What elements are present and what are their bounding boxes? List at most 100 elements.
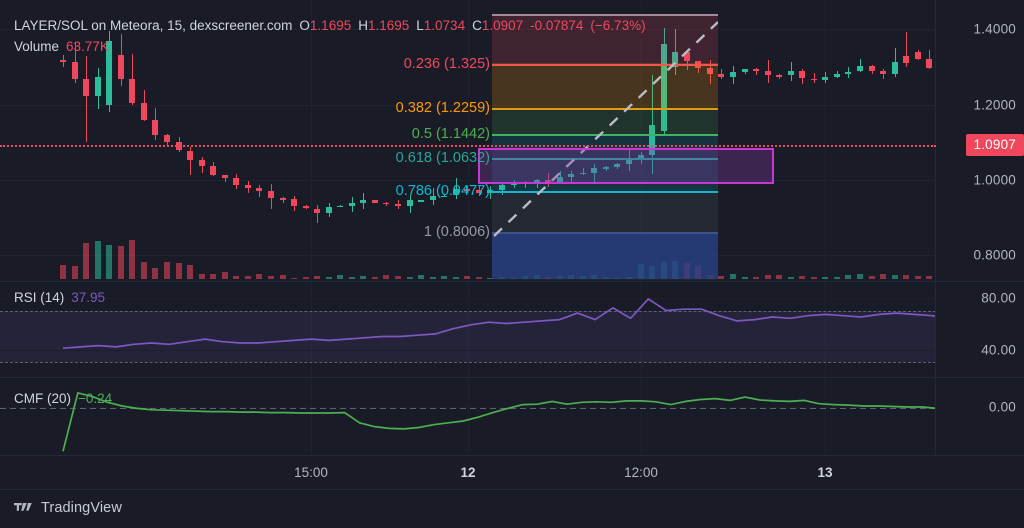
volume-bar (834, 277, 840, 279)
volume-bar (152, 268, 158, 279)
time-axis-label: 12 (460, 465, 475, 480)
candle-body (383, 203, 389, 205)
volume-bar (95, 241, 101, 279)
volume-bar (776, 275, 782, 279)
volume-bar (788, 277, 794, 279)
price-pane[interactable]: 0.236 (1.325)0.382 (1.2259)0.5 (1.1442)0… (0, 0, 1024, 281)
volume-bar (718, 276, 724, 279)
volume-bar (349, 277, 355, 279)
volume-bar (106, 245, 112, 279)
volume-bar (464, 276, 470, 279)
volume-bar (176, 263, 182, 279)
volume-bar (383, 275, 389, 279)
candle-body (95, 77, 101, 96)
candle-body (152, 120, 158, 135)
volume-bar (730, 274, 736, 279)
volume-bar (83, 243, 89, 279)
cmf-pane[interactable]: 0.00 (0, 377, 1024, 456)
tradingview-logo[interactable]: TradingView (14, 500, 122, 516)
time-gridline (825, 0, 826, 281)
candle-body (337, 206, 343, 208)
candle-body (129, 79, 135, 103)
candle-body (407, 200, 413, 206)
volume-bar (314, 276, 320, 279)
candle-body (811, 79, 817, 81)
candle-body (303, 206, 309, 208)
volume-bar (430, 277, 436, 279)
volume-bar (926, 276, 932, 279)
time-axis-label: 15:00 (294, 465, 328, 480)
candle-body (915, 52, 921, 59)
candle-body (83, 79, 89, 96)
volume-bar (326, 277, 332, 279)
volume-bar (476, 277, 482, 279)
ohlc-open-value: 1.1695 (310, 18, 351, 33)
price-axis-tick: 0.8000 (974, 248, 1017, 263)
volume-bar (892, 275, 898, 279)
candle-body (280, 198, 286, 200)
fib-label-0.786: 0.786 (0.9477) (396, 183, 490, 199)
volume-bar (291, 278, 297, 280)
volume-bar (453, 277, 459, 279)
volume-bar (742, 277, 748, 279)
main-legend[interactable]: LAYER/SOL on Meteora, 15, dexscreener.co… (14, 17, 646, 34)
candle-body (360, 200, 366, 203)
price-axis-tick: 1.2000 (974, 97, 1017, 112)
trend-line[interactable] (492, 14, 718, 280)
candle-body (765, 71, 771, 76)
ohlc-low-value: 1.0734 (424, 18, 465, 33)
cmf-legend[interactable]: CMF (20)−0.24 (14, 390, 112, 407)
series-line (0, 282, 936, 378)
volume-bar (360, 276, 366, 279)
candle-body (199, 160, 205, 166)
candle-body (268, 191, 274, 198)
volume-bar (407, 277, 413, 279)
cmf-label: CMF (20) (14, 391, 71, 406)
fib-label-0.236: 0.236 (1.325) (404, 56, 490, 72)
fib-label-1: 1 (0.8006) (424, 224, 490, 240)
candle-body (845, 72, 851, 75)
ohlc-close-key: C (472, 18, 482, 33)
candle-wick (86, 56, 87, 143)
rsi-plot-area[interactable] (0, 282, 936, 378)
volume-bar (337, 275, 343, 279)
axis-tick: 0.00 (989, 400, 1016, 415)
volume-bar (210, 274, 216, 279)
candle-body (314, 209, 320, 214)
candle-body (799, 71, 805, 78)
candle-body (857, 66, 863, 72)
cmf-plot-area[interactable] (0, 378, 936, 456)
change-absolute: -0.07874 (530, 18, 583, 33)
candle-body (291, 199, 297, 206)
rsi-legend[interactable]: RSI (14)37.95 (14, 289, 105, 306)
candle-body (742, 69, 748, 72)
candle-body (256, 188, 262, 192)
last-price-badge: 1.0907 (966, 134, 1024, 156)
fib-label-0.5: 0.5 (1.1442) (412, 126, 490, 142)
volume-bar (799, 276, 805, 279)
last-price-line (0, 145, 936, 147)
candle-body (880, 71, 886, 74)
volume-bar (811, 277, 817, 279)
candle-body (788, 71, 794, 75)
series-line (0, 378, 936, 456)
candle-body (718, 74, 724, 77)
legend-title: LAYER/SOL on Meteora, 15, dexscreener.co… (14, 18, 292, 33)
rectangle-drawing[interactable] (478, 148, 774, 184)
candle-body (903, 56, 909, 64)
price-plot-area[interactable]: 0.236 (1.325)0.382 (1.2259)0.5 (1.1442)0… (0, 0, 936, 281)
volume-bar (141, 262, 147, 279)
volume-bar (199, 274, 205, 279)
volume-bar (233, 276, 239, 280)
candle-body (753, 69, 759, 71)
volume-bar (222, 272, 228, 279)
ohlc-high-value: 1.1695 (368, 18, 409, 33)
cmf-axis[interactable]: 0.00 (935, 378, 1024, 456)
volume-bar (880, 274, 886, 279)
ohlc-open-key: O (299, 18, 310, 33)
